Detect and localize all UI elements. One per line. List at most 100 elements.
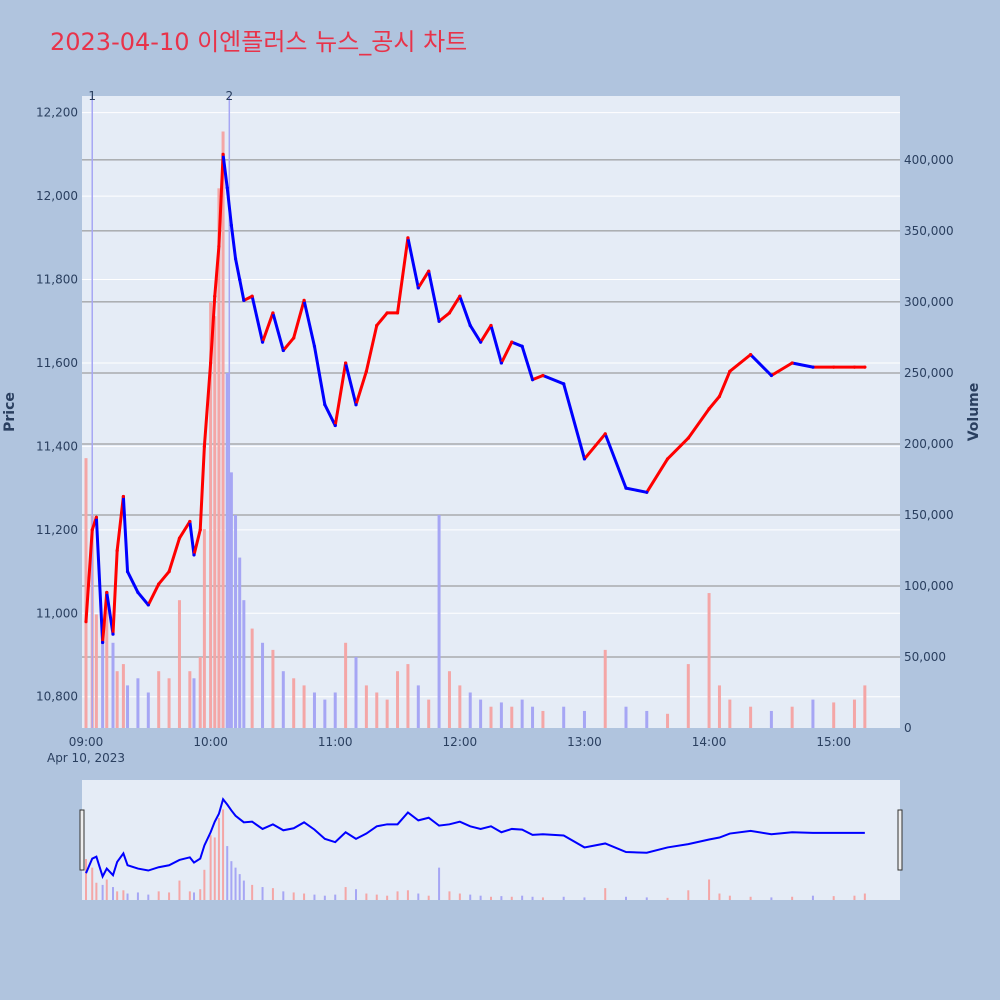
slider-volume-bar [479,895,482,900]
price-point [242,298,246,303]
price-point [520,344,524,348]
price-point [354,403,358,407]
price-segment [323,403,337,428]
slider-volume-bar [417,893,420,900]
volume-bar [520,699,524,728]
price-point [707,407,711,411]
volume-bar [562,706,566,728]
range-slider-left-handle[interactable] [79,809,85,871]
range-slider-right-handle[interactable] [897,809,903,871]
price-segment [94,515,105,644]
slider-volume-bar [666,897,669,900]
price-point [395,311,400,315]
slider-volume-bar [213,837,216,900]
price-point [447,311,452,315]
price-segment [344,361,358,407]
volume-bar [202,529,206,728]
volume-bar [489,706,493,728]
price-tick-label: 11,400 [36,439,78,453]
price-segment [146,582,161,607]
price-point [167,569,171,574]
volume-bar [209,301,213,728]
slider-volume-bar [271,888,274,900]
price-segment [603,432,628,490]
time-tick-label: 14:00 [692,735,727,749]
price-point [416,286,420,290]
price-point [250,294,254,298]
slider-volume-bar [261,887,264,900]
price-bars [84,152,867,645]
price-segment [562,382,586,461]
volume-bar [406,664,410,728]
price-segment [261,311,275,344]
price-axis-ticks: 12,200 12,000 11,800 11,600 11,400 11,200 11,0… [36,106,78,704]
price-segment [234,257,242,282]
price-point [271,311,275,315]
price-segment [624,486,649,494]
price-segment [333,361,348,428]
price-point [645,490,649,494]
slider-volume-bar [303,893,306,900]
slider-volume-bar [583,897,586,900]
price-point [221,152,225,157]
price-segment [510,340,524,348]
volume-bar [242,600,246,728]
volume-bar [281,671,285,728]
slider-volume-bar [101,884,104,900]
price-segment [666,436,690,461]
volume-bar [225,372,229,728]
slider-volume-bar [209,835,212,900]
slider-volume-bar [105,879,108,900]
price-point [863,365,867,369]
price-point [562,382,566,386]
slider-volume-bar [91,867,94,900]
slider-volume-bar [853,895,856,900]
time-tick-label: 12:00 [443,735,478,749]
slider-volume-bar [313,894,316,900]
price-segment [84,528,94,624]
price-point [157,582,161,586]
slider-volume-bar [438,867,441,900]
annotation-label: 1 [88,89,96,103]
price-point [188,519,192,524]
price-point [177,536,182,540]
volume-bar [94,614,98,728]
price-segment [749,353,773,377]
price-segment [541,373,566,386]
volume-bar [863,685,867,728]
volume-bar [261,642,265,728]
price-segment [354,369,368,407]
price-segment [177,520,192,540]
price-segment [225,186,233,227]
price-segment [437,311,451,323]
volume-bar [167,678,171,728]
price-segment [157,570,171,586]
price-point [333,423,337,428]
volume-bar [229,472,233,728]
slider-volume-bar [490,896,492,900]
price-segment [229,223,238,261]
slider-volume-bar [458,893,461,900]
price-point [728,369,732,373]
price-tick-label: 11,200 [36,523,78,537]
volume-bar [624,706,628,728]
slider-volume-bar [334,894,337,900]
price-point [192,553,196,557]
slider-volume-bar [687,890,690,900]
slider-volume-bar [375,894,378,900]
price-point [479,340,483,344]
slider-volume-bar [500,896,503,900]
volume-axis-ticks: 400,000 350,000 300,000 250,000 200,000 150,0… [904,153,954,735]
volume-bar [447,671,451,728]
price-segment [499,340,514,365]
price-segment [375,311,389,327]
volume-bar [217,188,221,729]
volume-bar [396,671,400,728]
volume-bar [603,649,607,728]
volume-bar [437,514,441,728]
volume-bar [333,692,337,728]
slider-volume-bar [562,896,565,900]
volume-bar [188,671,192,728]
slider-volume-bar [234,867,237,900]
price-segment [447,294,462,315]
